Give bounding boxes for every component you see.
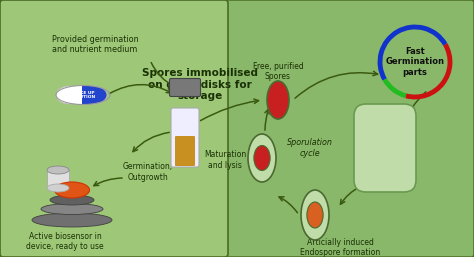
Bar xyxy=(70,86,85,104)
Bar xyxy=(82,86,94,104)
FancyBboxPatch shape xyxy=(171,108,199,167)
Ellipse shape xyxy=(41,204,103,215)
Ellipse shape xyxy=(47,184,69,192)
Bar xyxy=(47,170,69,188)
FancyBboxPatch shape xyxy=(175,136,195,166)
Text: Articially induced
Endospore formation: Articially induced Endospore formation xyxy=(300,238,380,257)
Ellipse shape xyxy=(79,86,107,104)
Ellipse shape xyxy=(267,81,289,119)
Text: Maturation
and lysis: Maturation and lysis xyxy=(204,150,246,170)
Ellipse shape xyxy=(301,190,329,240)
Ellipse shape xyxy=(254,145,270,170)
Text: Active biosensor in
device, ready to use: Active biosensor in device, ready to use xyxy=(26,232,104,251)
FancyBboxPatch shape xyxy=(0,0,228,257)
Text: Free, purified
Spores: Free, purified Spores xyxy=(253,62,303,81)
Ellipse shape xyxy=(248,134,276,182)
Ellipse shape xyxy=(55,182,90,198)
Ellipse shape xyxy=(56,86,84,104)
Text: WAKE UP
SOLUTION: WAKE UP SOLUTION xyxy=(71,91,96,99)
Text: Fast
Germination
parts: Fast Germination parts xyxy=(385,47,445,77)
Ellipse shape xyxy=(307,202,323,228)
Text: Germination,
Outgrowth: Germination, Outgrowth xyxy=(123,162,173,182)
Text: Provided germination
and nutrient medium: Provided germination and nutrient medium xyxy=(52,35,138,54)
Ellipse shape xyxy=(32,213,112,227)
Text: Sporulation
cycle: Sporulation cycle xyxy=(287,138,333,158)
FancyBboxPatch shape xyxy=(354,104,416,192)
Ellipse shape xyxy=(47,166,69,174)
Text: Vegetative
cycle: Vegetative cycle xyxy=(364,138,406,158)
Ellipse shape xyxy=(50,195,94,205)
FancyBboxPatch shape xyxy=(170,78,201,96)
Text: Spores immobilised
on dried disks for
storage: Spores immobilised on dried disks for st… xyxy=(142,68,258,101)
